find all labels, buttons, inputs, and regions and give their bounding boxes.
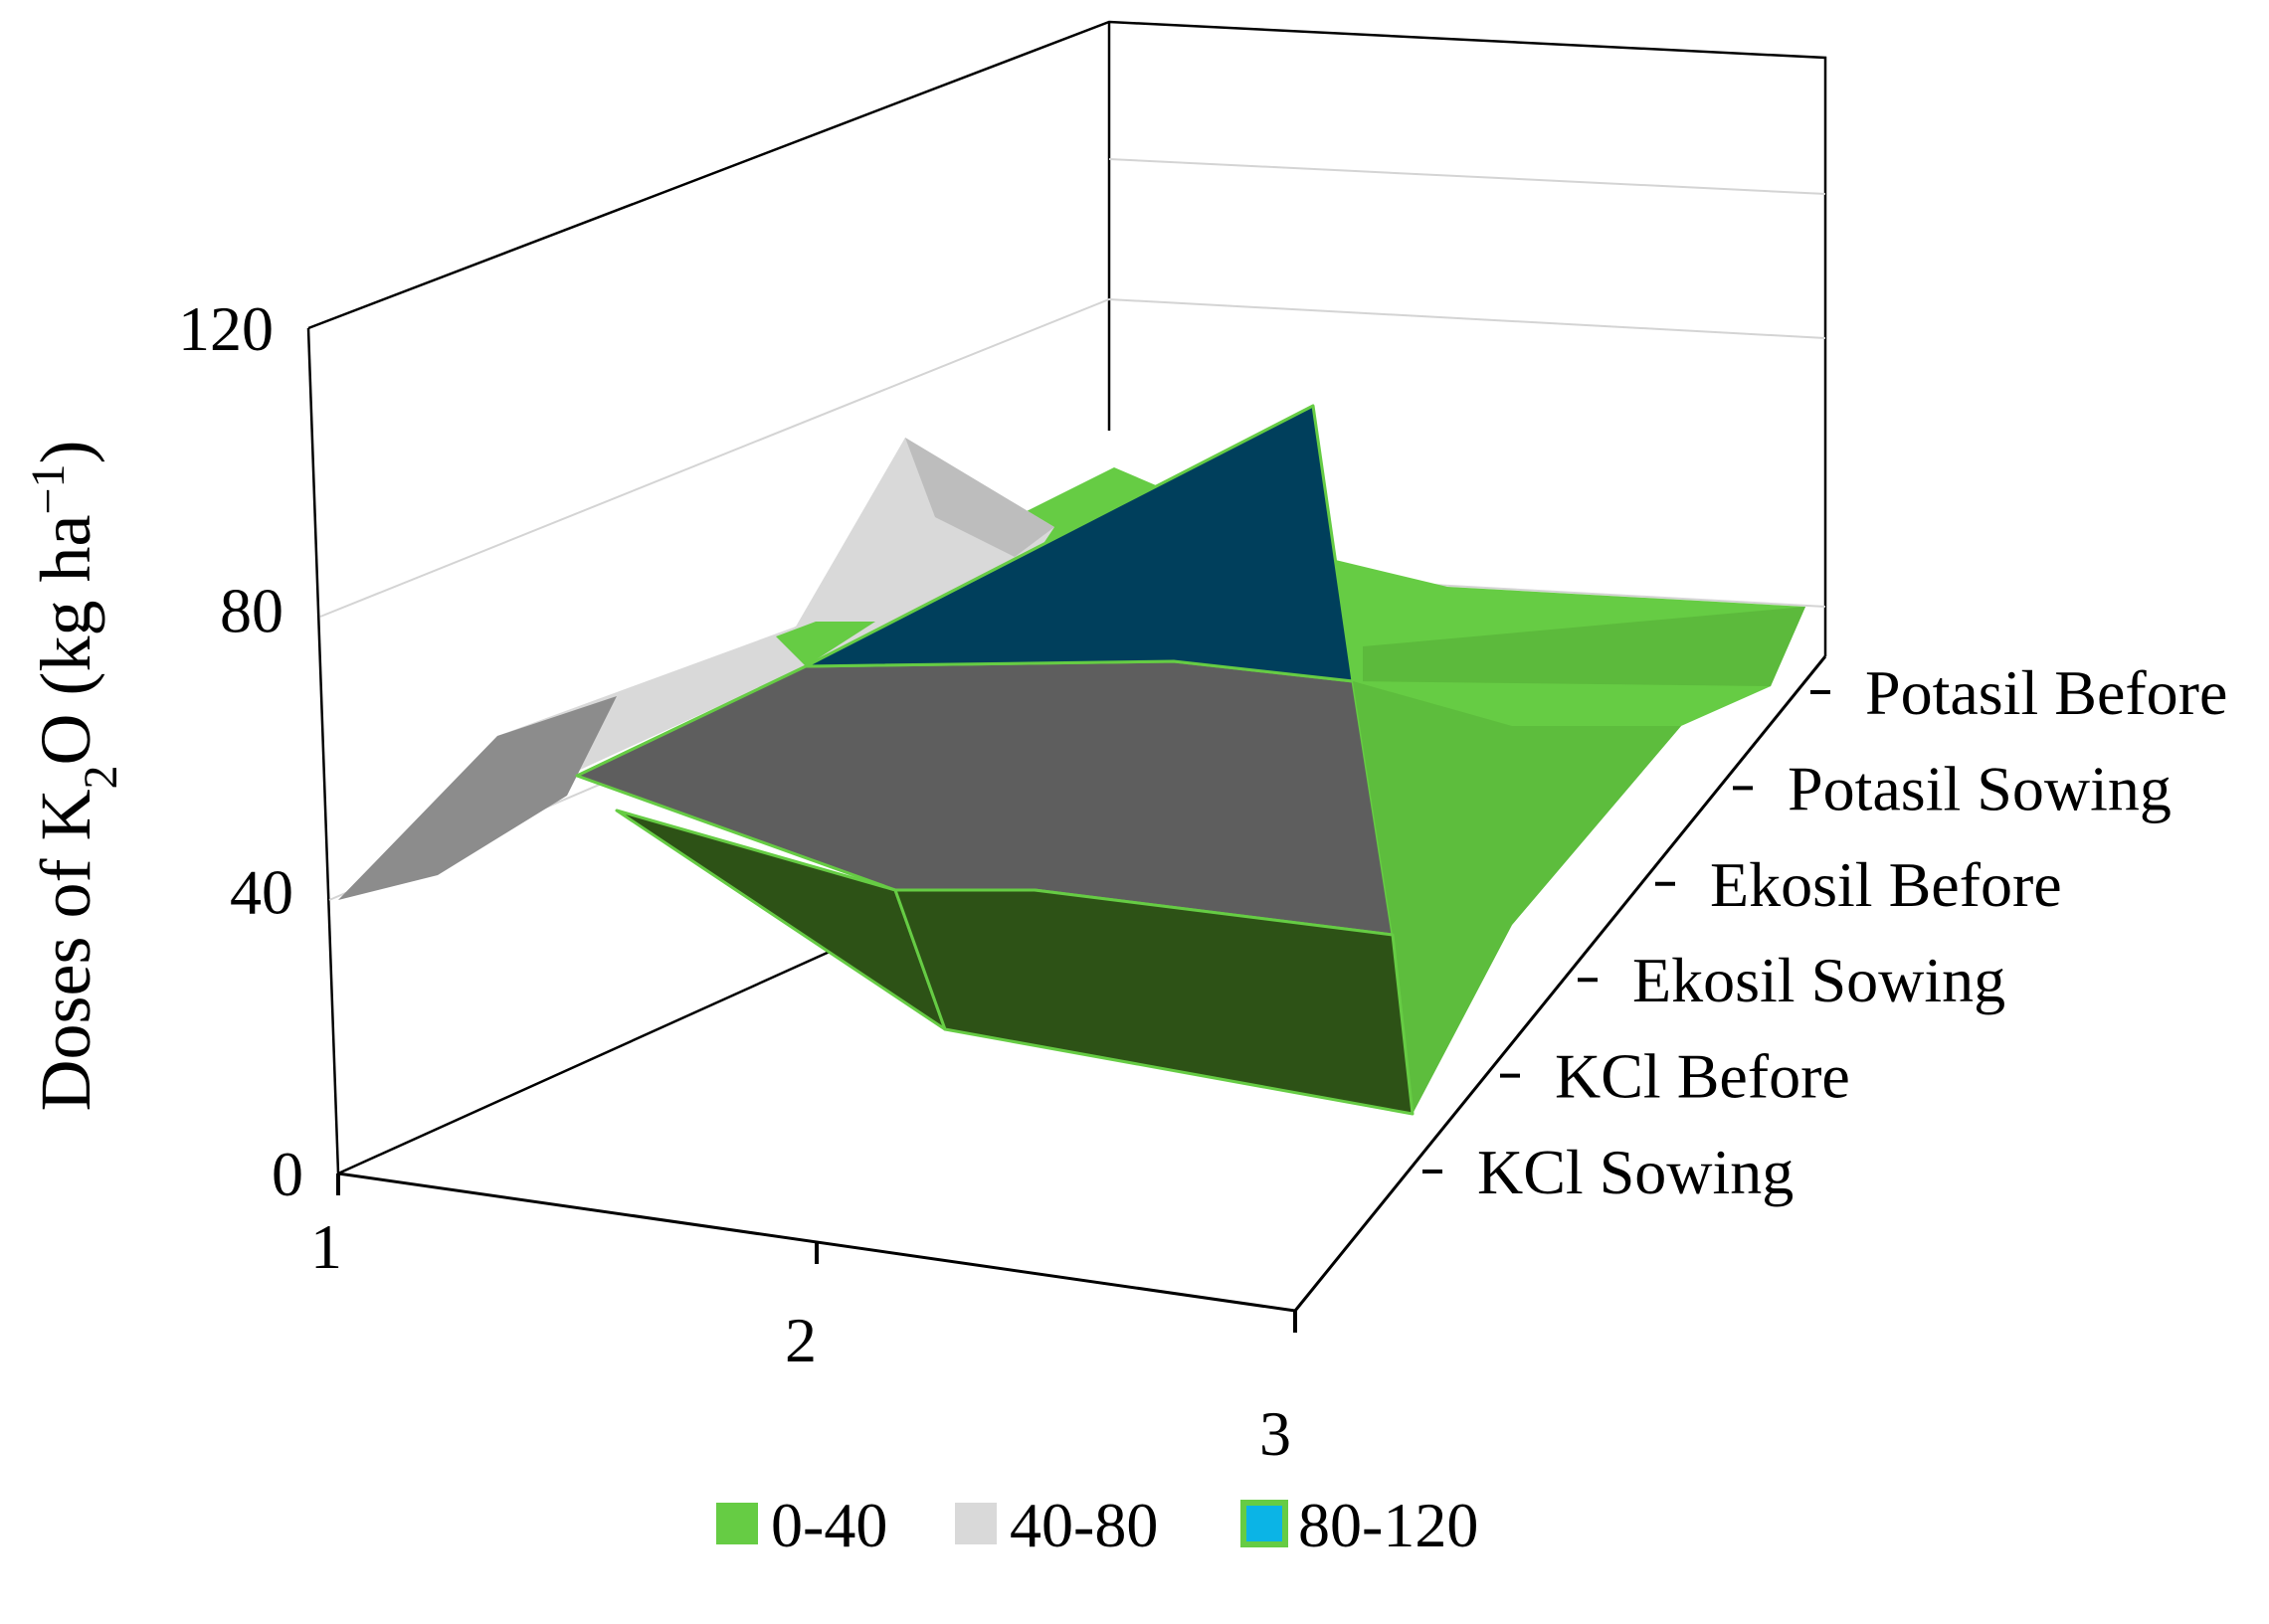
left-wall-vertical <box>306 327 340 1174</box>
legend: 0-40 40-80 80-120 <box>716 1490 1478 1560</box>
surface-right-slope-shade <box>1353 681 1681 1114</box>
category-label-potasil-sowing: Potasil Sowing <box>1788 753 2172 823</box>
z-tick-label-40: 40 <box>230 857 293 928</box>
back-wall-outline <box>307 20 1827 656</box>
surface-green-strip <box>776 622 875 666</box>
legend-swatch-80-120 <box>1240 1500 1288 1547</box>
legend-label-80-120: 80-120 <box>1298 1490 1478 1560</box>
category-label-kcl-before: KCl Before <box>1555 1041 1850 1112</box>
gridline-120-back <box>1108 158 1826 195</box>
category-label-potasil-before: Potasil Before <box>1865 657 2227 728</box>
surface-light-ridge-shade <box>905 438 1054 557</box>
z-axis-title: Doses of K2O (kg ha−1) <box>22 441 127 1112</box>
z-tick-label-0: 0 <box>272 1139 303 1209</box>
axis-title-sup: −1 <box>22 464 75 515</box>
surface-left-slope <box>338 696 617 900</box>
axis-title-sub: 2 <box>75 766 127 790</box>
depth-axis-line <box>1293 655 1827 1312</box>
category-label-ekosil-sowing: Ekosil Sowing <box>1632 945 2005 1015</box>
z-tick-label-120: 120 <box>178 293 274 364</box>
z-tick-label-80: 80 <box>220 575 284 645</box>
x-tick-label-1: 1 <box>310 1211 342 1282</box>
category-ticks: KCl Sowing KCl Before Ekosil Sowing Ekosil … <box>1422 657 2227 1207</box>
surface-light-ridge <box>497 438 1054 776</box>
legend-swatch-40-80 <box>955 1503 997 1544</box>
legend-label-0-40: 0-40 <box>771 1490 887 1560</box>
x-ticks: 1 2 3 <box>310 1173 1297 1469</box>
category-label-ekosil-before: Ekosil Before <box>1710 849 2062 920</box>
gridline-80 <box>319 297 1826 618</box>
legend-swatch-0-40 <box>716 1503 758 1544</box>
legend-label-40-80: 40-80 <box>1010 1490 1158 1560</box>
axis-title-mid: O (kg ha <box>26 515 105 766</box>
category-label-kcl-sowing: KCl Sowing <box>1477 1137 1794 1207</box>
x-tick-label-2: 2 <box>785 1305 817 1375</box>
surface-front-dark-right <box>893 888 1415 1116</box>
axis-title-post: ) <box>26 441 105 464</box>
surface <box>338 404 1805 1116</box>
x-tick-label-3: 3 <box>1259 1398 1291 1469</box>
z-ticks: 0 40 80 120 <box>178 293 303 1209</box>
axis-title-pre: Doses of K <box>26 790 105 1112</box>
